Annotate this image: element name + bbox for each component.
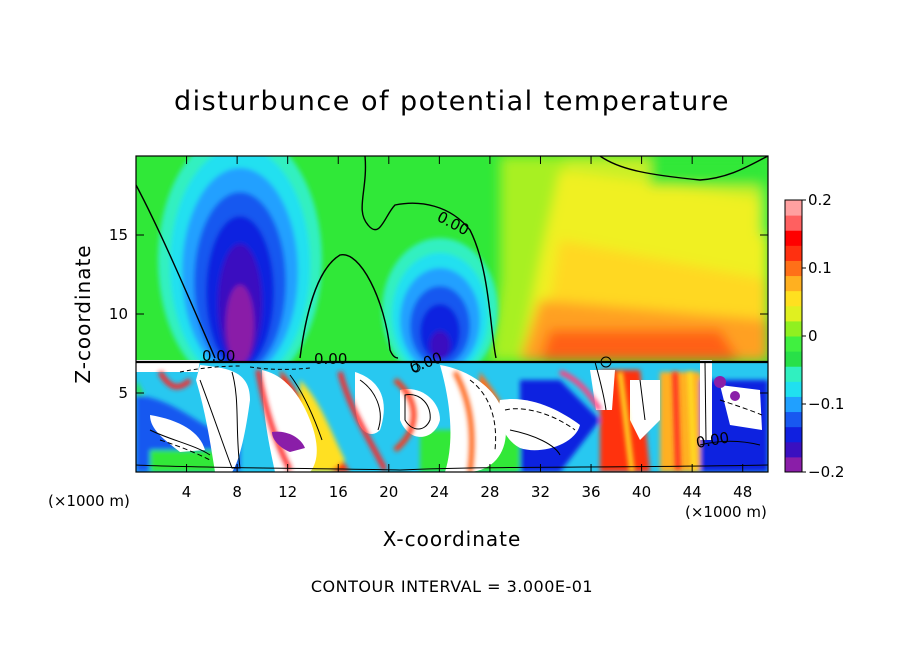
colorbar-swatch xyxy=(785,260,802,277)
x-tick-label: 44 xyxy=(683,483,702,501)
colorbar-tick-label: 0.1 xyxy=(808,259,832,277)
colorbar-swatch xyxy=(785,200,802,216)
x-tick-label: 8 xyxy=(232,483,242,501)
x-tick-label: 36 xyxy=(581,483,600,501)
colorbar-swatch xyxy=(785,441,802,458)
contour-label: 0.00 xyxy=(695,428,731,452)
x-unit-label-left: (×1000 m) xyxy=(48,492,130,510)
colorbar-tick-label: −0.2 xyxy=(808,463,844,481)
colorbar-tick-label: 0.2 xyxy=(808,191,832,209)
colorbar-swatch xyxy=(785,245,802,261)
colorbar-swatch xyxy=(785,336,802,352)
colorbar-swatch xyxy=(785,366,802,382)
colorbar-swatch xyxy=(785,320,802,337)
colorbar-swatch xyxy=(785,411,802,428)
y-axis-label: Z-coordinate xyxy=(71,244,95,383)
colorbar-swatch xyxy=(785,456,802,473)
chart-title: disturbunce of potential temperature xyxy=(174,86,730,117)
contour-label: 0.00 xyxy=(314,350,347,368)
colorbar-swatch xyxy=(785,426,802,443)
colorbar-swatch xyxy=(785,396,802,413)
colorbar-swatch xyxy=(785,351,802,367)
x-tick-label: 4 xyxy=(182,483,192,501)
y-tick-label: 5 xyxy=(118,384,128,402)
x-tick-label: 28 xyxy=(480,483,499,501)
colorbar-swatch xyxy=(785,215,802,231)
x-axis: 4 8 12 16 20 24 28 32 36 40 44 48 xyxy=(182,156,752,501)
colorbar-tick-label: −0.1 xyxy=(808,395,844,413)
x-tick-label: 32 xyxy=(531,483,550,501)
x-tick-label: 40 xyxy=(632,483,651,501)
colorbar-swatch xyxy=(785,305,802,322)
colorbar-swatch xyxy=(785,230,802,246)
colorbar: 0.2 0.1 0 −0.1 −0.2 xyxy=(784,191,844,481)
y-tick-label: 15 xyxy=(109,226,128,244)
x-tick-label: 24 xyxy=(430,483,449,501)
temperature-field xyxy=(136,156,768,472)
colorbar-swatch xyxy=(785,275,802,292)
x-tick-label: 12 xyxy=(278,483,297,501)
x-unit-label-right: (×1000 m) xyxy=(685,503,767,521)
x-tick-label: 16 xyxy=(329,483,348,501)
x-axis-label: X-coordinate xyxy=(383,527,522,551)
contour-interval-note: CONTOUR INTERVAL = 3.000E-01 xyxy=(310,577,594,596)
x-tick-label: 20 xyxy=(379,483,398,501)
colorbar-tick-label: 0 xyxy=(808,327,818,345)
x-tick-label: 48 xyxy=(733,483,752,501)
colorbar-swatch xyxy=(785,381,802,397)
y-tick-label: 10 xyxy=(109,305,128,323)
contour-label: 0.00 xyxy=(202,347,235,365)
colorbar-swatch xyxy=(785,290,802,307)
y-axis: 5 10 15 xyxy=(109,226,768,402)
